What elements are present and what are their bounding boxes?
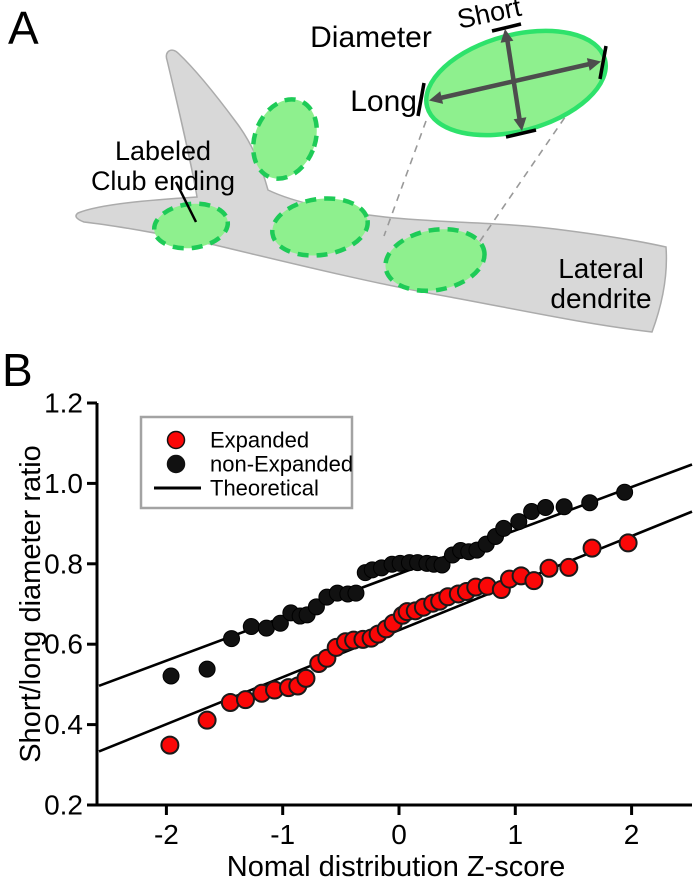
y-tick-label: 0.2 xyxy=(44,790,83,821)
short-arrowhead-bottom xyxy=(513,117,527,131)
x-tick-label: -1 xyxy=(270,819,295,850)
club-ending-branch xyxy=(250,97,320,181)
long-arrowhead-right xyxy=(586,58,601,71)
panel-b: B 0.2 0.4 0.6 0.8 1.0 1.2 -2 -1 0 1 2 Short/long … xyxy=(2,344,693,882)
x-axis-ticks: -2 -1 0 1 2 xyxy=(154,805,639,850)
x-tick-label: -2 xyxy=(154,819,179,850)
x-tick-label: 1 xyxy=(508,819,524,850)
data-point-non-Expanded xyxy=(162,667,180,685)
data-point-Expanded xyxy=(539,558,559,578)
data-point-non-Expanded xyxy=(271,614,289,632)
x-axis-title: Nomal distribution Z-score xyxy=(227,851,565,882)
data-point-non-Expanded xyxy=(223,630,241,648)
data-point-non-Expanded xyxy=(433,556,451,574)
data-point-Expanded xyxy=(197,710,217,730)
legend-swatch-dot-Expanded xyxy=(166,430,186,450)
data-point-Expanded xyxy=(524,571,544,591)
data-point-non-Expanded xyxy=(555,498,573,516)
short-diameter-arrow xyxy=(504,37,523,123)
y-axis-ticks: 0.2 0.4 0.6 0.8 1.0 1.2 xyxy=(44,388,97,821)
x-tick-label: 2 xyxy=(624,819,640,850)
data-point-non-Expanded xyxy=(347,584,365,602)
data-point-non-Expanded xyxy=(537,499,555,517)
club-ending-label-line2: Club ending xyxy=(91,166,235,196)
long-end-bar-right xyxy=(598,45,608,80)
y-tick-label: 1.2 xyxy=(44,388,83,419)
data-point-Expanded xyxy=(160,735,180,755)
x-tick-label: 0 xyxy=(391,819,407,850)
short-arrowhead-top xyxy=(500,29,514,43)
data-point-non-Expanded xyxy=(307,598,325,616)
data-point-non-Expanded xyxy=(523,503,541,521)
y-axis-title: Short/long diameter ratio xyxy=(15,445,47,763)
data-point-Expanded xyxy=(559,557,579,577)
data-point-Expanded xyxy=(582,538,602,558)
long-arrowhead-left xyxy=(429,91,444,104)
data-point-Expanded xyxy=(220,692,240,712)
data-point-non-Expanded xyxy=(616,483,634,501)
legend-label-non-Expanded: non-Expanded xyxy=(210,452,353,477)
magnify-connector-right xyxy=(477,106,573,245)
diameter-label: Diameter xyxy=(310,21,432,54)
short-label: Short xyxy=(454,0,524,35)
data-point-Expanded xyxy=(235,690,255,710)
data-point-Expanded xyxy=(618,533,638,553)
data-point-non-Expanded xyxy=(495,519,513,537)
data-point-non-Expanded xyxy=(198,660,216,678)
lateral-dendrite-shape xyxy=(75,49,668,333)
long-end-bar-left xyxy=(416,82,426,117)
panel-a: A Labeled Club ending Diameter Short Lon… xyxy=(8,0,668,333)
long-label: Long xyxy=(350,85,417,118)
club-ending-middle xyxy=(270,196,370,258)
legend-label-Expanded: Expanded xyxy=(210,428,309,453)
club-ending-pointer-line xyxy=(174,181,198,223)
panel-b-letter: B xyxy=(2,344,33,396)
lateral-dendrite-label-line1: Lateral xyxy=(558,253,644,284)
club-ending-right xyxy=(383,226,487,294)
y-tick-label: 0.4 xyxy=(44,709,83,740)
data-point-non-Expanded xyxy=(510,513,528,531)
short-end-bar-bottom xyxy=(505,128,537,139)
lateral-dendrite-label-line2: dendrite xyxy=(550,283,651,314)
scatter-points xyxy=(160,483,638,755)
y-tick-label: 1.0 xyxy=(44,468,83,499)
short-end-bar-top xyxy=(491,22,522,33)
data-point-non-Expanded xyxy=(242,618,260,636)
data-point-Expanded xyxy=(296,668,316,688)
data-point-non-Expanded xyxy=(581,494,599,512)
panel-a-letter: A xyxy=(8,2,39,54)
legend-label-Theoretical: Theoretical xyxy=(210,476,319,501)
y-tick-label: 0.8 xyxy=(44,548,83,579)
legend-swatch-dot-non-Expanded xyxy=(166,454,186,474)
y-tick-label: 0.6 xyxy=(44,629,83,660)
club-ending-label-line1: Labeled xyxy=(115,136,211,166)
